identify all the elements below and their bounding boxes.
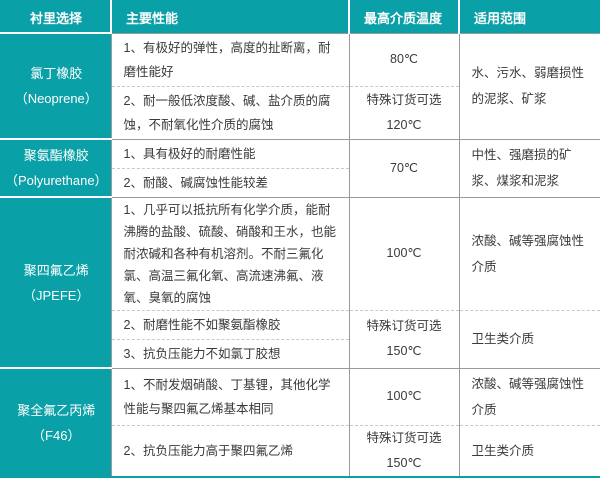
- lining-cell-polyurethane: 聚氨酯橡胶 （Polyurethane）: [1, 138, 111, 197]
- lining-name: 聚全氟乙丙烯: [17, 402, 96, 418]
- temperature-cell: 特殊订货可选 150℃: [348, 424, 459, 477]
- lining-code: （Neoprene）: [14, 91, 98, 106]
- temperature-cell: 80℃: [348, 32, 459, 86]
- lining-name: 氯丁橡胶: [30, 66, 83, 81]
- table-row: 2、耐酸、碱腐蚀性能较差: [1, 167, 600, 197]
- performance-cell: 2、耐磨性能不如聚氨酯橡胶: [110, 309, 349, 339]
- temp-value: 100℃: [386, 389, 422, 403]
- temp-note: 特殊订货可选: [366, 319, 442, 333]
- lining-cell-neoprene: 氯丁橡胶 （Neoprene）: [1, 32, 111, 139]
- table-row: 聚全氟乙丙烯 （F46） 1、不耐发烟硝酸、丁基锂，其他化学性能与聚四氟乙烯基本…: [1, 367, 600, 477]
- table-row: 聚氨酯橡胶 （Polyurethane） 1、具有极好的耐磨性能 70℃ 中性、…: [1, 138, 600, 197]
- column-header-performance: 主要性能: [110, 1, 349, 33]
- performance-cell: 2、抗负压能力高于聚四氟乙烯: [110, 424, 349, 477]
- lining-name: 聚四氟乙烯: [23, 262, 89, 278]
- temp-note: 特殊订货可选: [366, 92, 442, 107]
- lining-code: （F46）: [32, 427, 81, 443]
- performance-cell: 1、具有极好的耐磨性能: [110, 138, 349, 168]
- performance-cell: 1、不耐发烟硝酸、丁基锂，其他化学性能与聚四氟乙烯基本相同: [110, 367, 349, 425]
- lining-cell-ptfe: 聚四氟乙烯 （JPEFE）: [1, 196, 111, 368]
- range-cell: 卫生类介质: [458, 309, 600, 368]
- column-header-max-temp: 最高介质温度: [348, 1, 459, 33]
- performance-cell: 1、有极好的弹性，高度的扯断离，耐磨性能好: [110, 32, 349, 86]
- column-header-lining: 衬里选择: [1, 1, 111, 33]
- temp-value: 100℃: [386, 246, 422, 260]
- temp-value: 120℃: [386, 117, 422, 132]
- table-row: 2、耐一般低浓度酸、碱、盐介质的腐蚀，不耐氧化性介质的腐蚀 特殊订货可选 120…: [1, 85, 600, 139]
- lining-code: （JPEFE）: [23, 287, 90, 303]
- temperature-cell: 特殊订货可选 120℃: [348, 85, 459, 139]
- temp-value: 70℃: [390, 160, 418, 175]
- column-header-range: 适用范围: [458, 1, 600, 33]
- range-cell: 中性、强磨损的矿浆、煤浆和泥浆: [458, 138, 600, 197]
- temp-note: 特殊订货可选: [366, 430, 442, 445]
- table-row: 聚四氟乙烯 （JPEFE） 1、几乎可以抵抗所有化学介质，能耐沸腾的盐酸、硫酸、…: [1, 196, 600, 368]
- temp-value: 150℃: [386, 344, 422, 358]
- lining-name: 聚氨酯橡胶: [23, 148, 89, 163]
- range-cell: 浓酸、碱等强腐蚀性介质: [458, 367, 600, 425]
- temperature-cell: 100℃: [348, 367, 459, 425]
- range-cell: 水、污水、弱磨损性的泥浆、矿浆: [458, 32, 600, 139]
- lining-code: （Polyurethane）: [4, 173, 108, 188]
- temp-value: 150℃: [386, 455, 422, 470]
- range-cell: 卫生类介质: [458, 424, 600, 477]
- header-row: 衬里选择 主要性能 最高介质温度 适用范围: [1, 1, 600, 33]
- temperature-cell: 70℃: [348, 138, 459, 197]
- performance-cell: 1、几乎可以抵抗所有化学介质，能耐沸腾的盐酸、硫酸、硝酸和王水，也能耐浓碱和各种…: [110, 196, 349, 310]
- performance-cell: 3、抗负压能力不如氯丁胶想: [110, 338, 349, 368]
- temperature-cell: 特殊订货可选 150℃: [348, 309, 459, 368]
- performance-cell: 2、耐一般低浓度酸、碱、盐介质的腐蚀，不耐氧化性介质的腐蚀: [110, 85, 349, 139]
- table-row: 2、耐磨性能不如聚氨酯橡胶 特殊订货可选 150℃ 卫生类介质: [1, 309, 600, 368]
- lining-cell-f46: 聚全氟乙丙烯 （F46）: [1, 367, 111, 477]
- temp-value: 80℃: [390, 52, 418, 66]
- range-cell: 浓酸、碱等强腐蚀性介质: [458, 196, 600, 310]
- performance-cell: 2、耐酸、碱腐蚀性能较差: [110, 167, 349, 197]
- table-row: 3、抗负压能力不如氯丁胶想: [1, 338, 600, 368]
- temperature-cell: 100℃: [348, 196, 459, 310]
- table-row: 氯丁橡胶 （Neoprene） 1、有极好的弹性，高度的扯断离，耐磨性能好 80…: [1, 32, 600, 139]
